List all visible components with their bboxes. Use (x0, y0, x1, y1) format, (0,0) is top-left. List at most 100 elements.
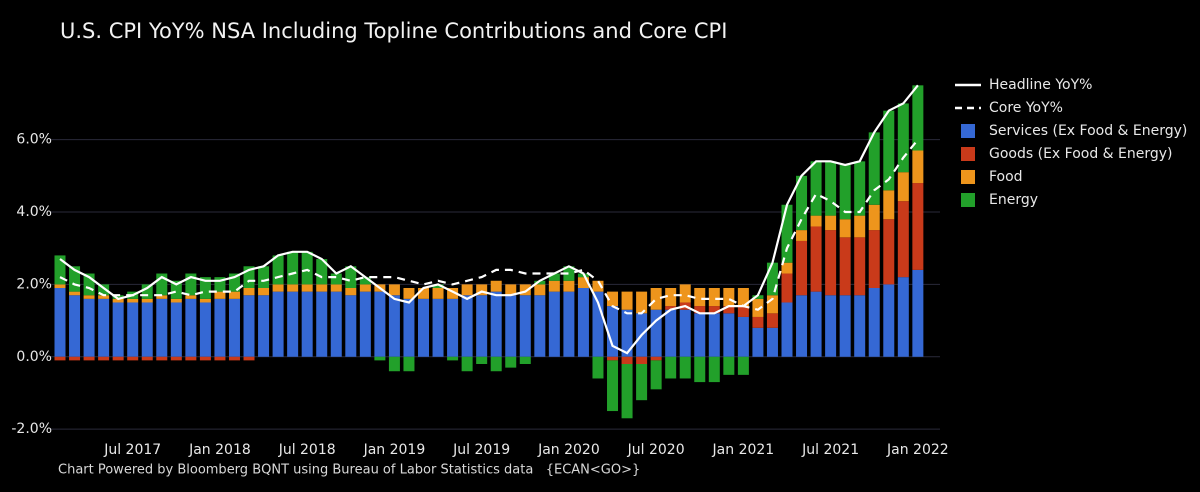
bar-segment (461, 295, 473, 357)
bar-segment (287, 291, 299, 357)
bar-segment (839, 237, 851, 296)
legend-label: Core YoY% (989, 100, 1063, 116)
bar-segment (330, 291, 342, 357)
bar-segment (723, 288, 735, 307)
bar-segment (272, 255, 284, 285)
bar-segment (447, 298, 459, 357)
bar-segment (752, 298, 764, 317)
bar-segment (825, 161, 837, 216)
bar-segment (825, 230, 837, 296)
bar-segment (98, 356, 110, 361)
y-tick-label: 6.0% (16, 132, 52, 148)
bar-segment (708, 313, 720, 357)
bar-segment (403, 298, 415, 357)
bar-segment (737, 356, 749, 375)
bar-segment (752, 316, 764, 328)
x-tick-label: Jan 2018 (188, 442, 251, 458)
bar-segment (708, 306, 720, 314)
bar-segment (112, 302, 124, 357)
bar-segment (316, 291, 328, 357)
bar-segment (737, 316, 749, 357)
bar-segment (752, 295, 764, 299)
bar-segment (287, 284, 299, 292)
bar-segment (825, 295, 837, 357)
bar-segment (839, 164, 851, 220)
bar-segment (650, 356, 662, 361)
bar-segment (83, 356, 95, 361)
x-tick-label: Jul 2019 (452, 442, 510, 458)
bar-segment (781, 262, 793, 274)
bar-segment (548, 291, 560, 357)
legend-swatch (961, 124, 975, 138)
bar-segment (330, 284, 342, 292)
bar-segment (737, 288, 749, 307)
x-tick-label: Jul 2021 (801, 442, 859, 458)
bar-segment (243, 288, 255, 296)
bar-segment (519, 295, 531, 357)
bar-segment (577, 288, 589, 357)
bar-segment (592, 280, 604, 292)
bar-segment (98, 295, 110, 299)
bar-segment (897, 201, 909, 278)
bar-segment (854, 295, 866, 357)
bar-segment (563, 266, 575, 281)
bar-segment (505, 284, 517, 296)
bar-segment (854, 237, 866, 296)
bar-segment (505, 356, 517, 368)
y-tick-label: 2.0% (16, 276, 52, 292)
bar-segment (897, 277, 909, 357)
bar-segment (54, 288, 66, 357)
bar-segment (69, 295, 81, 357)
y-tick-label: 0.0% (16, 349, 52, 365)
bar-segment (563, 280, 575, 292)
bar-segment (359, 284, 371, 292)
bar-segment (534, 295, 546, 357)
bar-segment (781, 302, 793, 357)
bar-segment (345, 266, 357, 288)
bar-segment (534, 280, 546, 285)
bar-segment (839, 295, 851, 357)
bar-segment (388, 284, 400, 296)
bar-segment (607, 291, 619, 307)
bar-segment (723, 313, 735, 357)
bar-segment (577, 277, 589, 288)
bar-segment (810, 215, 822, 227)
legend-swatch (961, 147, 975, 161)
bar-segment (490, 280, 502, 292)
bar-segment (388, 356, 400, 372)
line-series (59, 138, 919, 315)
bar-segment (316, 284, 328, 292)
bar-segment (170, 356, 182, 361)
bar-segment (127, 356, 139, 361)
bar-segment (636, 356, 648, 364)
bar-segment (912, 183, 924, 270)
bar-segment (272, 284, 284, 292)
bar-segment (199, 277, 211, 299)
bar-segment (505, 295, 517, 357)
bar-segment (403, 288, 415, 299)
bar-segment (127, 302, 139, 357)
bar-segment (708, 356, 720, 383)
bar-segment (650, 288, 662, 310)
bar-segment (694, 356, 706, 383)
bar-segment (69, 266, 81, 292)
bar-segment (214, 298, 226, 357)
bar-segment (912, 269, 924, 357)
bar-segment (708, 288, 720, 307)
bar-segment (607, 306, 619, 357)
bar-segment (228, 273, 240, 292)
bar-segment (665, 306, 677, 310)
bar-segment (83, 295, 95, 299)
bar-segment (374, 291, 386, 357)
bar-segment (694, 288, 706, 307)
bar-segment (825, 215, 837, 231)
bar-segment (199, 356, 211, 361)
bar-segment (897, 172, 909, 202)
bar-segment (868, 288, 880, 357)
bar-segment (868, 230, 880, 288)
bar-segment (839, 219, 851, 238)
bar-segment (243, 295, 255, 357)
bar-segment (141, 302, 153, 357)
bar-segment (766, 327, 778, 357)
bar-segment (621, 309, 633, 357)
